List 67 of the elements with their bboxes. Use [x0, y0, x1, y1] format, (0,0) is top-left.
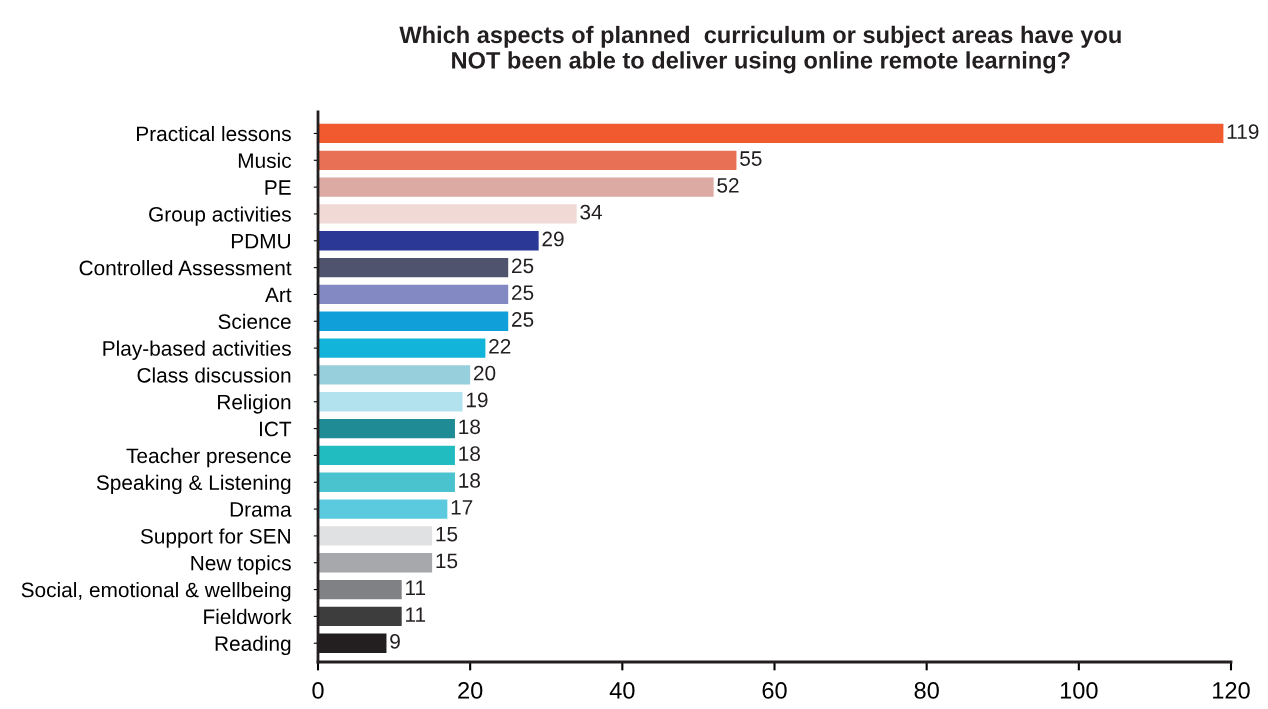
x-tick-label: 0	[312, 682, 324, 699]
y-tick-label: New topics	[191, 555, 291, 575]
data-label: 18	[459, 473, 480, 488]
data-label: 19	[466, 392, 488, 408]
data-label: 20	[473, 365, 496, 381]
y-tick-label: Teacher presence	[126, 447, 291, 468]
data-label: 15	[436, 553, 458, 569]
data-label: 22	[489, 338, 511, 354]
y-tick-label: Class discussion	[137, 367, 291, 383]
data-label: 119	[1227, 124, 1259, 140]
bar	[318, 204, 577, 224]
data-label: 15	[436, 526, 458, 542]
y-tick-label: PDMU	[231, 234, 290, 249]
bar	[318, 553, 433, 573]
y-tick-label: Controlled Assessment	[79, 260, 292, 276]
bar	[318, 257, 509, 278]
data-label: 34	[580, 204, 603, 220]
bar	[318, 472, 455, 492]
data-label: 25	[512, 258, 534, 274]
x-tick-label: 20	[458, 682, 483, 699]
data-label: 25	[512, 285, 534, 301]
y-tick-label: Speaking & Listening	[96, 474, 291, 495]
chart-title: Which aspects of planned curriculum or subject areas have you NOT been able to deliver using online remote learning?	[399, 25, 1121, 74]
data-label: 55	[740, 151, 762, 166]
bar	[318, 338, 486, 358]
y-tick-label: Science	[218, 313, 291, 330]
bar	[318, 365, 471, 385]
bar	[318, 177, 714, 197]
data-label: 52	[717, 177, 739, 193]
bar	[318, 606, 402, 627]
y-tick-label: Drama	[230, 502, 292, 517]
x-tick-label: 80	[914, 682, 939, 699]
y-tick-label: Reading	[215, 635, 291, 656]
bar	[318, 418, 455, 439]
bar	[318, 311, 509, 331]
bar	[318, 150, 737, 170]
data-label: 29	[542, 231, 564, 247]
x-tick-label: 120	[1213, 682, 1250, 699]
data-label: 17	[451, 500, 473, 515]
y-tick-label: Fieldwork	[204, 608, 292, 625]
x-tick-label: 60	[762, 682, 787, 699]
y-tick-label: Play-based activities	[103, 340, 291, 360]
y-tick-label: ICT	[259, 421, 292, 437]
y-tick-label: Art	[265, 287, 292, 303]
y-tick-label: Group activities	[149, 206, 291, 226]
y-tick-label: PE	[265, 180, 291, 195]
data-label: 11	[406, 607, 426, 622]
bar	[318, 445, 455, 466]
x-tick-label: 40	[609, 682, 635, 699]
data-label: 11	[406, 580, 426, 595]
bar	[318, 392, 463, 412]
data-label: 18	[459, 419, 480, 435]
y-tick-label: Music	[238, 152, 292, 169]
bar	[318, 284, 509, 305]
data-label: 18	[459, 446, 480, 462]
bar	[318, 526, 433, 546]
y-tick-label: Support for SEN	[140, 528, 290, 548]
data-label: 9	[390, 634, 400, 649]
bar	[318, 579, 402, 600]
y-tick-label: Religion	[218, 394, 291, 414]
bar	[318, 499, 448, 519]
bar	[318, 231, 539, 251]
x-tick-label: 100	[1060, 682, 1098, 699]
y-tick-label: Social, emotional & wellbeing	[21, 582, 291, 602]
bar	[318, 123, 1224, 144]
y-tick-label: Practical lessons	[137, 125, 291, 142]
data-label: 25	[512, 312, 534, 327]
